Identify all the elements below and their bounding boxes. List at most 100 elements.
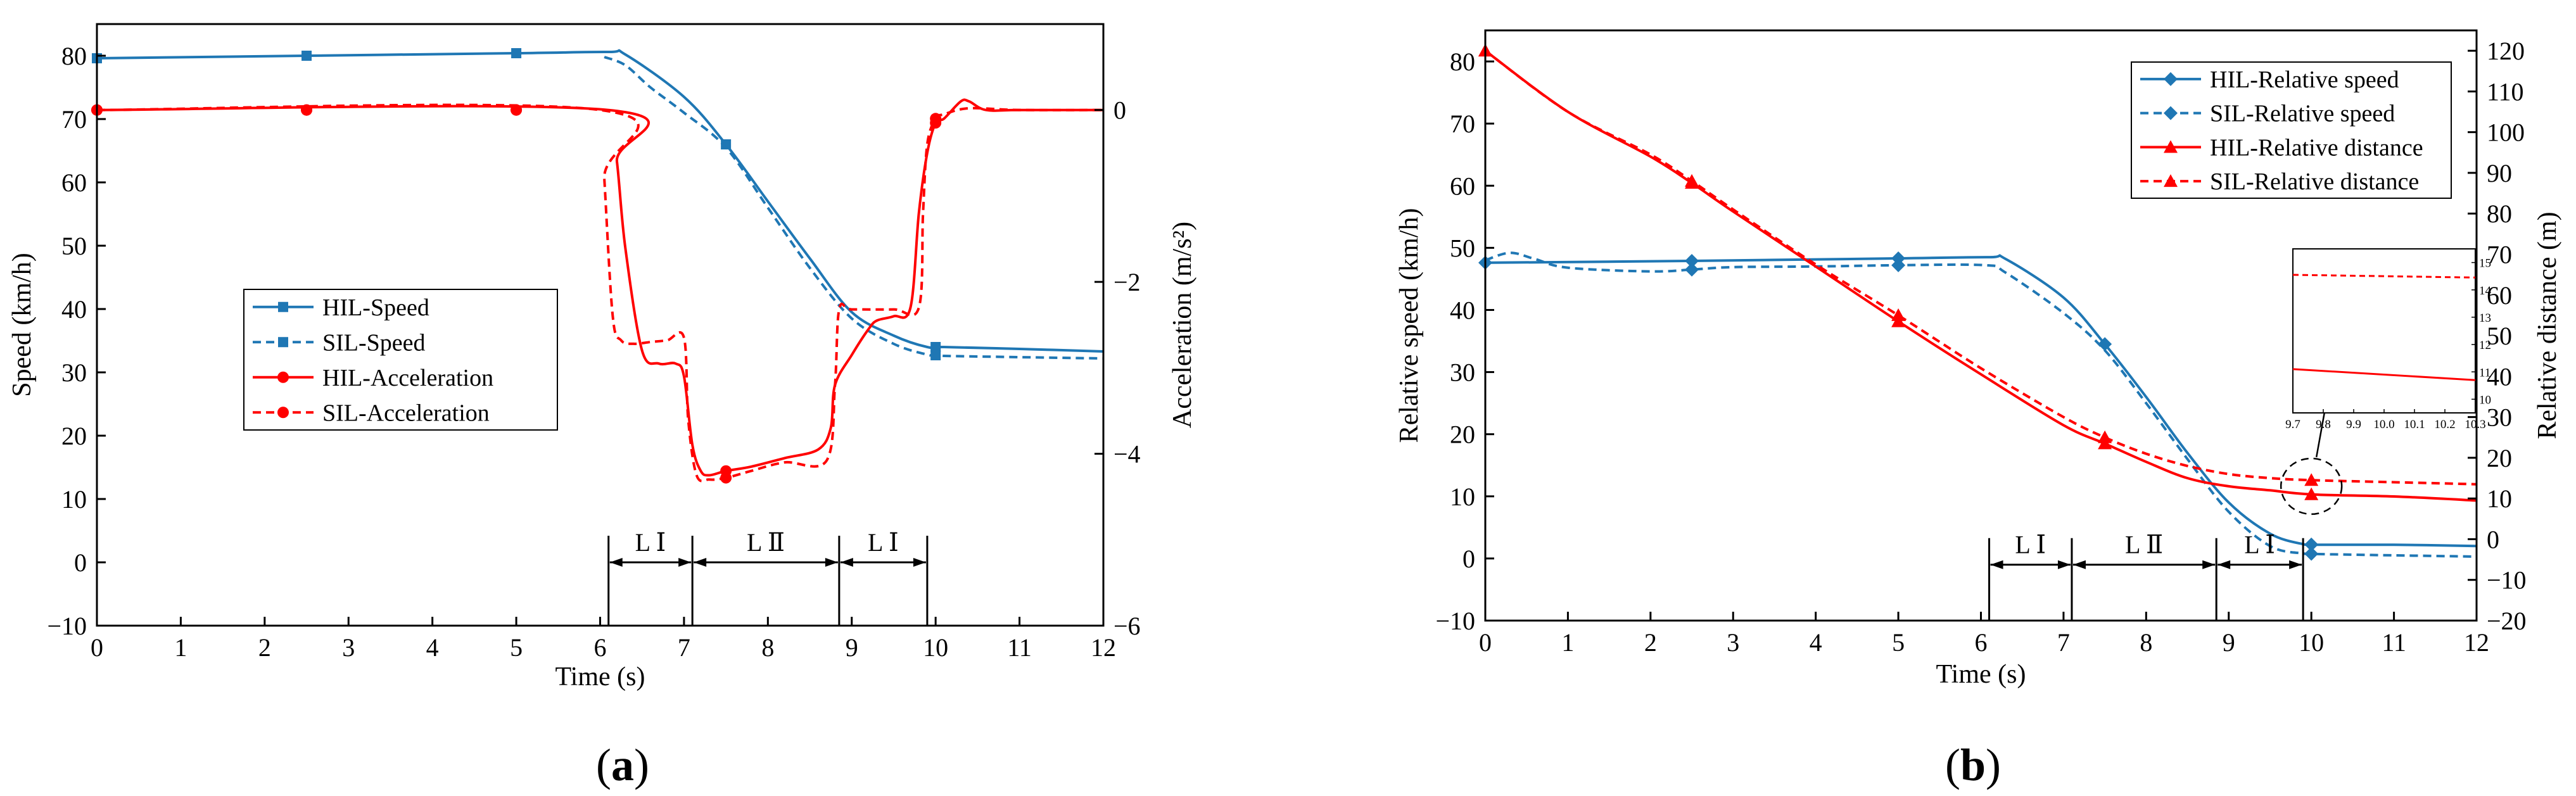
y-tick-label-right: 20 [2487,444,2512,472]
y-tick-label-right: 90 [2487,159,2512,187]
region-label: L Ⅱ [2125,531,2163,559]
region-arrowhead [2289,560,2302,569]
x-tick-label: 10 [923,633,948,662]
x-tick-label: 4 [1810,628,1822,657]
y-tick-label-left: 0 [1462,545,1475,573]
data-point-sil-relative-speed [1891,258,1906,272]
legend-entry-label: HIL-Relative speed [2210,66,2399,93]
data-point-hil-relative-speed [2304,537,2319,552]
y-tick-label-right: −20 [2487,607,2527,635]
inset-y-tick-label: 10 [2479,393,2491,407]
inset-series-line [2292,368,2476,381]
chart-b-ticks: 0 1 2 3 4 5 6 7 8 9 10 11 12−1001020304050607080−20−… [1435,37,2526,657]
x-tick-label: 3 [342,633,355,662]
legend-marker [278,301,288,312]
data-point-hil-speed [511,48,522,58]
legend-marker [2164,174,2178,187]
chart-a-legend: HIL-Speed SIL-Speed HIL-Acceleration SIL-Ac… [243,289,558,431]
y-tick-label-left: 50 [61,232,87,260]
data-point-sil-acceleration [511,104,523,116]
region-label: L Ⅰ [635,528,666,557]
legend-entry-label: HIL-Speed [322,294,429,321]
x-tick-label: 12 [1091,633,1116,662]
data-point-hil-relative-speed [2098,337,2112,351]
series-line-sil-acceleration [96,103,1104,483]
y-tick-label-right: 0 [2487,525,2499,553]
chart-a-ticks: 0 1 2 3 4 5 6 7 8 9 10 11 12−1001020304050607080−6−4… [47,42,1140,662]
y-tick-label-left: 20 [61,422,87,450]
legend-entry-label: SIL-Relative distance [2210,168,2419,195]
y-tick-label-left: 30 [1450,358,1475,387]
panel-b-label-letter: b [1960,740,1986,790]
legend-entry-label: HIL-Relative distance [2210,134,2423,161]
x-tick-label: 5 [1892,628,1905,657]
chart-a-ylabel-right: Acceleration (m/s²) [1168,222,1197,428]
chart-b-ylabel-left: Relative speed (km/h) [1395,208,1424,443]
y-tick-label-left: −10 [1435,607,1475,635]
region-arrowhead [2218,560,2231,569]
data-point-hil-speed [930,342,941,352]
inset-x-tick-label: 10.1 [2404,418,2425,431]
x-tick-label: 5 [510,633,523,662]
panel-b-label-close: ) [1986,740,2001,790]
x-tick-label: 7 [678,633,690,662]
y-tick-label-left: 70 [61,105,87,134]
panel-b-label-open: ( [1945,740,1960,790]
data-point-sil-relative-speed [2304,546,2319,561]
region-arrowhead [609,558,623,567]
inset-x-tick-label: 10.0 [2373,418,2394,431]
data-point-sil-acceleration [301,104,313,116]
x-tick-label: 9 [2223,628,2235,657]
chart-b-regions: L Ⅰ L Ⅱ L Ⅰ [1988,531,2304,621]
inset-x-tick-label: 10.3 [2465,418,2485,431]
y-tick-label-left: 50 [1450,234,1475,262]
panel-a-label-letter: a [611,740,634,790]
legend-marker [278,337,288,348]
inset-x-tick-label: 9.9 [2346,418,2361,431]
series-line-hil-relative-distance [1484,49,2477,502]
y-tick-label-left: 10 [61,485,87,514]
inset-y-tick-label: 12 [2479,339,2491,352]
chart-b-legend: HIL-Relative speed SIL-Relative speed HIL-… [2131,61,2452,199]
data-point-sil-relative-distance [1685,174,1699,187]
x-tick-label: 7 [2057,628,2070,657]
panel-a-label: (a) [596,740,649,790]
y-tick-label-right: −6 [1114,612,1141,640]
legend-marker [2164,72,2178,86]
chart-a-ylabel-left: Speed (km/h) [8,253,37,396]
panel-a-label-close: ) [634,740,649,790]
y-tick-label-right: −4 [1114,440,1141,469]
y-tick-label-right: 50 [2487,322,2512,350]
region-arrowhead [678,558,692,567]
y-tick-label-left: 0 [74,548,87,577]
data-point-sil-relative-distance [2304,473,2319,486]
data-point-sil-relative-distance [1891,308,1906,321]
zoom-circle [2280,457,2343,515]
chart-a-series-layer [91,48,1104,484]
x-tick-label: 3 [1727,628,1739,657]
y-tick-label-left: 20 [1450,420,1475,449]
x-tick-label: 4 [426,633,439,662]
region-arrowhead [694,558,707,567]
y-tick-label-left: 10 [1450,483,1475,511]
inset-frame [2292,248,2476,414]
chart-b-inset: 9.7 9.8 9.9 10.0 10.1 10.2 10.3 10 11 12 13 14 15 [2285,248,2492,431]
region-arrowhead [2072,560,2086,569]
y-tick-label-right: −10 [2487,566,2527,595]
y-tick-label-right: 110 [2487,77,2524,106]
legend-marker [2164,106,2178,120]
chart-a-xlabel: Time (s) [555,662,645,692]
region-label: L Ⅰ [868,528,899,557]
y-tick-label-right: 10 [2487,484,2512,513]
region-arrowhead [825,558,838,567]
region-arrowhead [1990,560,2003,569]
data-point-sil-acceleration [720,472,732,484]
y-tick-label-right: 80 [2487,199,2512,228]
legend-entry-label: SIL-Relative speed [2210,101,2395,127]
x-tick-label: 12 [2464,628,2489,657]
region-label: L Ⅰ [2244,531,2275,559]
legend-box [2131,61,2452,199]
